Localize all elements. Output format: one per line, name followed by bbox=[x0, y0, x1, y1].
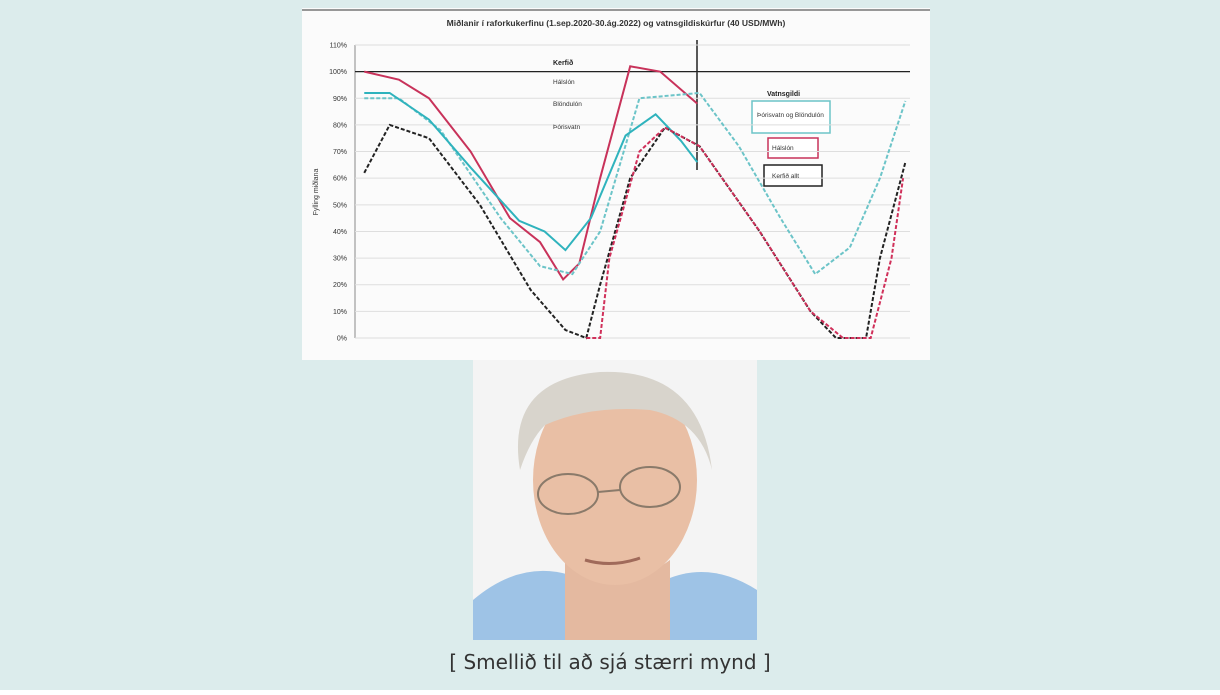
y-axis-label: Fylling miðlana bbox=[312, 169, 320, 216]
chart-image bbox=[302, 8, 930, 360]
y-tick-label: 60% bbox=[333, 176, 347, 183]
caption[interactable]: [ Smellið til að sjá stærri mynd ] bbox=[0, 650, 1220, 674]
y-tick-label: 0% bbox=[337, 336, 347, 343]
portrait-photo bbox=[473, 360, 757, 640]
legend-title: Vatnsgildi bbox=[767, 91, 800, 98]
y-tick-label: 70% bbox=[333, 149, 347, 156]
y-tick-label: 40% bbox=[333, 229, 347, 236]
y-tick-label: 20% bbox=[333, 282, 347, 289]
y-tick-label: 50% bbox=[333, 202, 347, 209]
page: Miðlanir í raforkukerfinu (1.sep.2020-30… bbox=[0, 0, 1220, 690]
y-tick-label: 10% bbox=[333, 309, 347, 316]
legend-label: Hálslón bbox=[772, 145, 794, 152]
legend-label: Blöndulón bbox=[553, 101, 582, 108]
chart-title: Miðlanir í raforkukerfinu (1.sep.2020-30… bbox=[447, 18, 786, 28]
y-tick-label: 90% bbox=[333, 96, 347, 103]
y-tick-label: 80% bbox=[333, 122, 347, 129]
y-tick-label: 100% bbox=[329, 69, 347, 76]
legend-title: Kerfið bbox=[553, 59, 573, 67]
y-tick-label: 110% bbox=[330, 43, 347, 50]
chart[interactable]: Miðlanir í raforkukerfinu (1.sep.2020-30… bbox=[0, 0, 1220, 645]
y-tick-label: 30% bbox=[333, 256, 347, 263]
legend-label: Hálslón bbox=[553, 79, 575, 86]
annotation: Þórisvatn og Blöndulón bbox=[757, 112, 824, 119]
legend-label: Þórisvatn bbox=[553, 124, 580, 131]
legend-label: Kerfið allt bbox=[772, 172, 799, 180]
